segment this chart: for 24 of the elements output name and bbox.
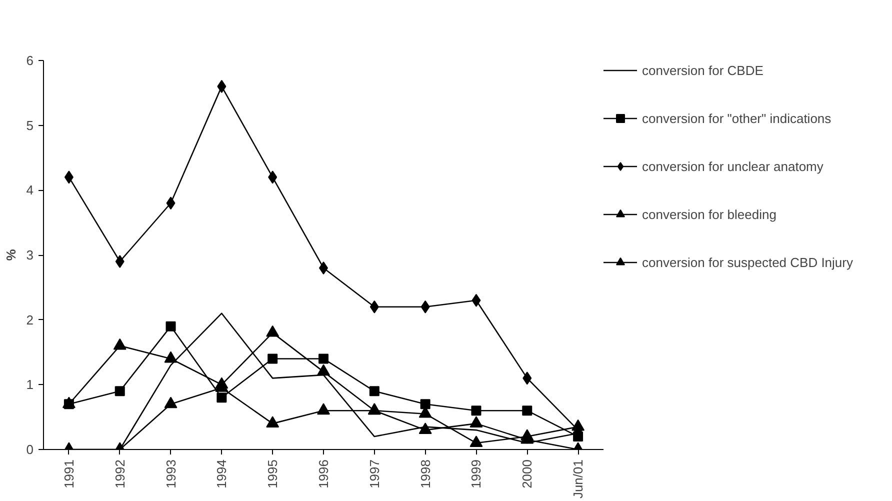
- x-tick-label: 1991: [61, 460, 76, 488]
- x-tick-label: 1998: [418, 460, 433, 488]
- y-tick-label: 6: [26, 53, 34, 68]
- x-tick-label: 1992: [112, 460, 128, 488]
- x-tick-label: 1996: [316, 460, 331, 488]
- legend-label: conversion for bleeding: [642, 206, 776, 222]
- x-tick-label: 2000: [520, 460, 535, 488]
- y-tick-label: 0: [26, 442, 34, 457]
- y-tick-label: 3: [26, 248, 34, 262]
- legend-label: conversion for unclear anatomy: [642, 158, 824, 174]
- legend-label: conversion for suspected CBD Injury: [642, 254, 853, 270]
- y-tick-label: 2: [26, 312, 34, 328]
- x-tick-label: 1994: [214, 460, 230, 488]
- x-tick-label: 1999: [468, 460, 484, 488]
- x-tick-label: Jun/01: [570, 459, 586, 499]
- x-tick-label: 1997: [366, 460, 382, 488]
- x-tick-label: 1993: [163, 460, 178, 488]
- legend-label: conversion for CBDE: [642, 62, 764, 78]
- x-tick-label: 1995: [265, 460, 280, 488]
- y-tick-label: 4: [26, 182, 34, 198]
- y-tick-label: 1: [26, 377, 34, 392]
- y-axis-title: %: [3, 248, 18, 261]
- legend-label: conversion for "other" indications: [642, 110, 832, 126]
- y-tick-label: 5: [26, 118, 34, 133]
